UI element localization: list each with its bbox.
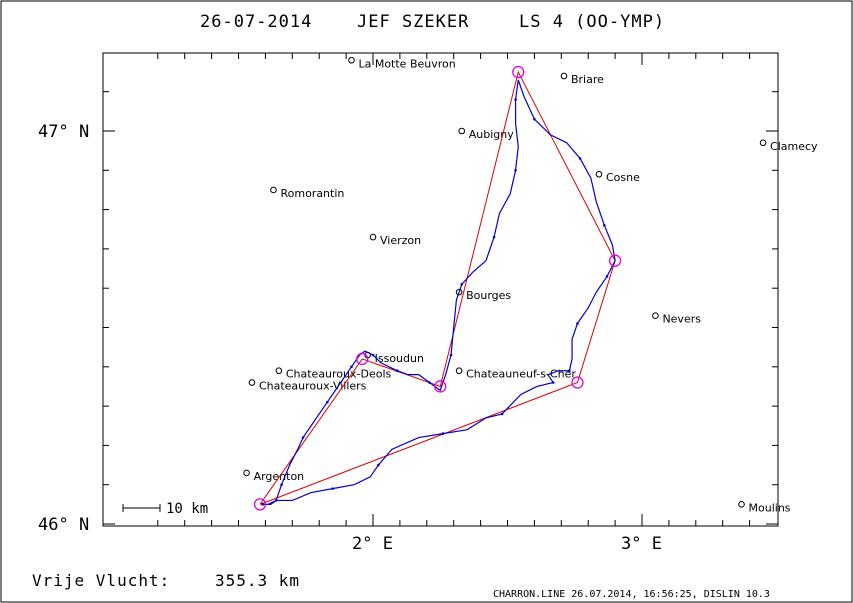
track-fix — [261, 503, 265, 506]
city-marker-icon — [458, 127, 466, 135]
city-label: Nevers — [662, 313, 701, 326]
city-label: La Motte Beuvron — [358, 57, 455, 70]
track-fix — [514, 169, 517, 172]
city-markers: La Motte Beuvron Briare Aubigny Clamecy Cosn… — [243, 56, 818, 514]
city-marker-icon — [369, 233, 377, 241]
city-marker-icon — [595, 170, 603, 178]
track-fix — [371, 353, 375, 357]
track-fix — [500, 412, 504, 416]
turnpoint-icon — [434, 380, 447, 393]
city-label: Chateauroux-Villers — [259, 380, 367, 393]
city-label: Chateauroux-Deols — [286, 368, 392, 381]
turnpoint-icon — [356, 352, 369, 366]
track-fix — [576, 322, 579, 325]
turnpoint-markers — [253, 65, 622, 511]
track-fix — [377, 463, 380, 467]
track-fix — [605, 275, 609, 278]
track-fix — [274, 499, 278, 502]
city-label: Bourges — [466, 289, 511, 302]
turnpoint-icon — [512, 65, 525, 79]
city-label: Romorantin — [280, 187, 344, 200]
map-plot-area — [102, 52, 779, 527]
track-fix — [350, 365, 353, 369]
axis-ticks — [103, 53, 778, 526]
track-fix — [533, 117, 536, 121]
track-fix — [568, 369, 571, 373]
scale-bar: 10 km — [122, 501, 208, 517]
track-fix — [578, 157, 582, 160]
city-label: Aubigny — [469, 128, 514, 141]
track-fix — [441, 432, 445, 435]
scale-bar-label: 10 km — [166, 501, 208, 517]
track-fix — [449, 353, 453, 357]
track-fix — [301, 436, 305, 439]
turnpoint-icon — [253, 498, 267, 511]
city-marker-icon — [652, 312, 659, 320]
city-label: Briare — [571, 73, 604, 86]
city-label: Vierzon — [380, 234, 421, 247]
x-tick-label-3e: 3° E — [621, 534, 662, 554]
track-line — [262, 79, 616, 505]
credit-line: CHARRON.LINE 26.07.2014, 16:56:25, DISLI… — [493, 589, 770, 600]
city-label: Argenton — [254, 470, 305, 483]
header-glider: LS 4 (OO-YMP) — [519, 12, 665, 32]
track-fix — [395, 369, 399, 373]
y-tick-label-47: 47° N — [38, 122, 89, 142]
city-marker-icon — [243, 469, 250, 477]
track-fix — [551, 381, 555, 384]
track-fix — [603, 224, 606, 227]
track-fix — [514, 98, 517, 101]
track-fix — [428, 381, 431, 384]
turnpoint-icon — [571, 376, 584, 389]
city-marker-icon — [248, 379, 256, 386]
header-pilot: JEF SZEKER — [357, 12, 469, 32]
city-label: Chateauneuf-s-Cher — [466, 368, 576, 381]
x-tick-label-2e: 2° E — [352, 534, 393, 554]
city-marker-icon — [759, 139, 767, 147]
city-label: Issoudun — [375, 352, 424, 365]
turnpoint-icon — [608, 254, 622, 267]
city-marker-icon — [270, 186, 277, 194]
city-label: Cosne — [606, 171, 640, 184]
city-marker-icon — [348, 56, 355, 64]
track-fix — [325, 400, 329, 404]
city-marker-icon — [738, 501, 745, 508]
track-fix — [280, 483, 283, 487]
city-label: Moulins — [749, 501, 791, 514]
distance-label: Vrije Vlucht: — [32, 571, 170, 590]
distance-value: 355.3 km — [215, 571, 300, 590]
optimized-route — [259, 70, 616, 505]
route-line — [259, 70, 616, 505]
track-fix — [492, 235, 496, 239]
city-label: Clamecy — [770, 140, 818, 153]
flight-track — [261, 79, 616, 506]
city-marker-icon — [560, 72, 568, 80]
track-fix — [331, 487, 334, 490]
y-tick-label-46: 46° N — [38, 515, 89, 535]
city-marker-icon — [275, 367, 283, 375]
city-marker-icon — [455, 367, 463, 375]
track-fix — [460, 282, 464, 286]
header-date: 26-07-2014 — [200, 12, 312, 32]
